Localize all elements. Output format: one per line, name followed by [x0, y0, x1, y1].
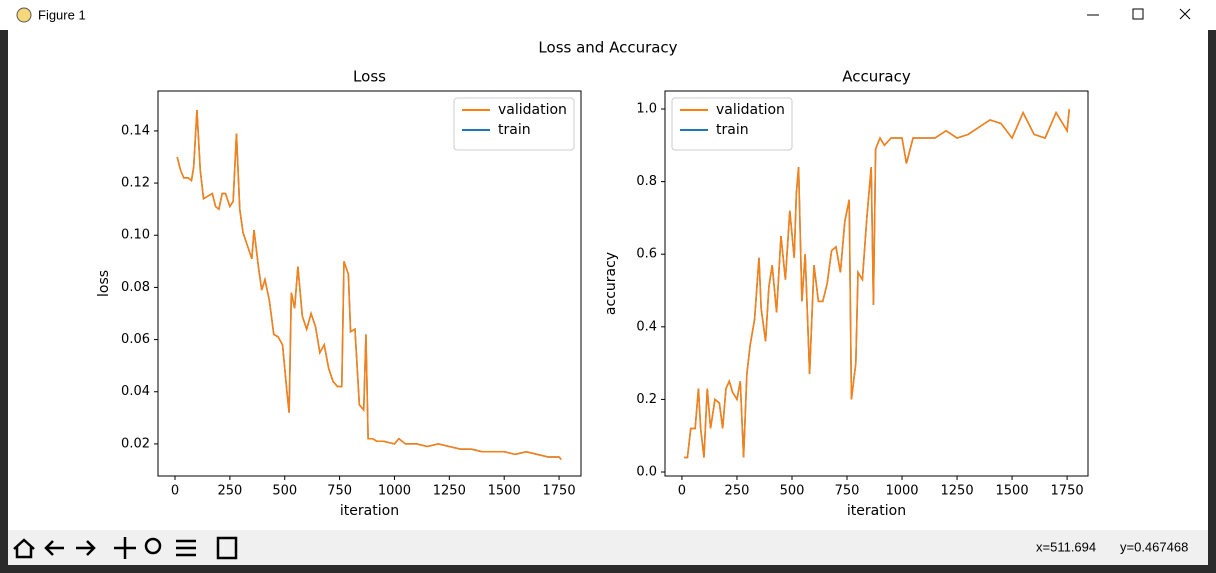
figure-title: Loss and Accuracy	[538, 39, 677, 57]
status-x: x=511.694	[1036, 539, 1096, 554]
axes-frame	[664, 90, 1089, 477]
x-tick-label: 250	[217, 484, 242, 499]
y-axis-label: accuracy	[603, 252, 619, 315]
forward-button[interactable]	[76, 540, 96, 556]
x-tick-label: 1500	[996, 484, 1029, 499]
y-tick-label: 0.0	[636, 465, 657, 480]
x-axis-label: iteration	[847, 503, 906, 519]
y-tick-label: 0.06	[121, 332, 150, 347]
y-axis-label: loss	[96, 270, 112, 297]
axes-background	[158, 91, 581, 476]
x-tick-label: 750	[327, 484, 352, 499]
legend-label: validation	[498, 102, 567, 118]
plot-lines	[684, 108, 1071, 459]
y-tick-label: 0.02	[121, 436, 150, 451]
x-tick-label: 1250	[941, 484, 974, 499]
x-tick-label: 1750	[1051, 484, 1084, 499]
axes-background	[665, 91, 1088, 476]
axes-title: Accuracy	[842, 68, 911, 86]
save-button[interactable]	[216, 536, 238, 560]
x-tick-label: 1500	[488, 484, 521, 499]
series-line	[684, 108, 1071, 459]
y-tick-label: 0.12	[121, 176, 150, 191]
axes-title: Loss	[353, 68, 386, 86]
x-tick-label: 750	[835, 484, 860, 499]
legend-label: train	[716, 122, 749, 138]
x-tick-label: 0	[171, 484, 179, 499]
y-tick-label: 0.10	[121, 228, 150, 243]
y-tick-label: 0.04	[121, 384, 150, 399]
x-tick-label: 1000	[885, 484, 918, 499]
y-tick-label: 0.14	[121, 123, 150, 138]
maximize-button[interactable]	[1132, 8, 1144, 20]
axes-frame	[157, 90, 582, 477]
window-title: Figure 1	[38, 7, 86, 22]
plot-lines	[176, 109, 562, 461]
app-icon	[16, 7, 32, 23]
close-button[interactable]	[1179, 8, 1191, 20]
y-tick-label: 0.2	[636, 392, 657, 407]
x-tick-label: 1250	[433, 484, 466, 499]
status-y: y=0.467468	[1120, 539, 1188, 554]
y-tick-label: 0.8	[636, 174, 657, 189]
x-tick-label: 250	[725, 484, 750, 499]
back-button[interactable]	[44, 540, 64, 556]
x-tick-label: 0	[678, 484, 686, 499]
x-tick-label: 500	[780, 484, 805, 499]
zoom-button[interactable]	[144, 537, 162, 555]
legend-label: validation	[716, 102, 785, 118]
pan-button[interactable]	[114, 537, 136, 559]
x-tick-label: 500	[272, 484, 297, 499]
x-tick-label: 1750	[543, 484, 576, 499]
series-line	[176, 109, 562, 461]
y-tick-label: 0.08	[121, 280, 150, 295]
home-button[interactable]	[13, 538, 35, 559]
configure-button[interactable]	[176, 539, 196, 557]
y-tick-label: 0.4	[636, 319, 657, 334]
toolbar	[8, 530, 1208, 565]
y-tick-label: 0.6	[636, 247, 657, 262]
x-tick-label: 1000	[378, 484, 411, 499]
title-bar	[0, 0, 1216, 30]
y-tick-label: 1.0	[636, 102, 657, 117]
x-axis-label: iteration	[340, 503, 399, 519]
legend-label: train	[498, 122, 531, 138]
